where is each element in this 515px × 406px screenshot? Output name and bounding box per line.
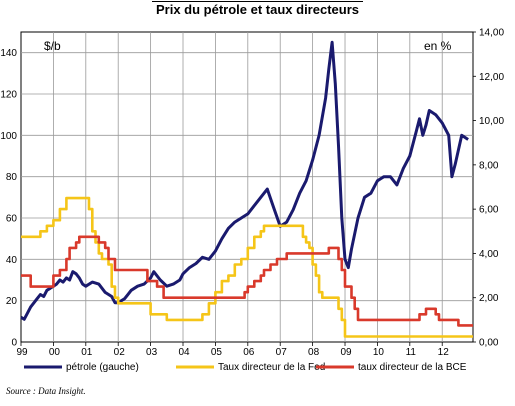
plot-area — [20, 31, 474, 343]
y-left-tick-label: 100 — [0, 131, 17, 142]
y-right-tick-label: 0,00 — [479, 338, 499, 349]
grid — [21, 32, 473, 342]
y-left-tick-label: 40 — [6, 255, 18, 266]
y-right-tick-label: 6,00 — [479, 205, 499, 216]
series-line-3 — [21, 235, 473, 327]
y-left-tick-label: 140 — [0, 48, 17, 59]
left-axis-unit: $/b — [44, 39, 61, 53]
x-tick-label: 12 — [438, 347, 450, 358]
ticks: 99 00 01 02 03 04 05 06 07 08 09 10 11 12020406080100… — [0, 28, 504, 359]
x-tick-label: 99 — [16, 347, 28, 358]
y-left-tick-label: 0 — [11, 338, 17, 349]
y-right-tick-label: 12,00 — [479, 72, 504, 83]
legend-label: taux directeur de la BCE — [358, 362, 467, 373]
legend: pétrole (gauche) Taux directeur de la Fed… — [24, 362, 467, 373]
y-right-tick-label: 14,00 — [479, 28, 504, 39]
y-right-tick-label: 4,00 — [479, 249, 499, 260]
y-left-tick-label: 20 — [6, 296, 18, 307]
x-tick-label: 11 — [406, 347, 417, 358]
x-tick-label: 01 — [81, 347, 93, 358]
x-tick-label: 06 — [243, 347, 255, 358]
y-right-tick-label: 8,00 — [479, 160, 499, 171]
right-axis-unit: en % — [424, 39, 452, 53]
x-tick-label: 08 — [308, 347, 320, 358]
y-left-tick-label: 80 — [6, 172, 18, 183]
y-right-tick-label: 10,00 — [479, 116, 504, 127]
x-tick-label: 09 — [340, 347, 352, 358]
series-line-2 — [21, 196, 473, 338]
chart-title-text: Prix du pétrole et taux directeurs — [151, 1, 363, 17]
source-note: Source : Data Insight. — [6, 386, 86, 396]
legend-label: Taux directeur de la Fed — [218, 362, 325, 373]
x-tick-label: 05 — [211, 347, 223, 358]
x-tick-label: 07 — [276, 347, 288, 358]
series-line-1 — [20, 40, 469, 321]
x-tick-label: 02 — [114, 347, 126, 358]
y-right-tick-label: 2,00 — [479, 293, 499, 304]
y-left-tick-label: 120 — [0, 90, 17, 101]
x-tick-label: 04 — [178, 347, 190, 358]
y-left-tick-label: 60 — [6, 214, 18, 225]
x-tick-label: 03 — [146, 347, 158, 358]
chart-title: Prix du pétrole et taux directeurs — [0, 1, 515, 17]
legend-label: pétrole (gauche) — [66, 362, 139, 373]
x-tick-label: 00 — [49, 347, 61, 358]
series-lines — [20, 40, 473, 338]
x-tick-label: 10 — [373, 347, 385, 358]
